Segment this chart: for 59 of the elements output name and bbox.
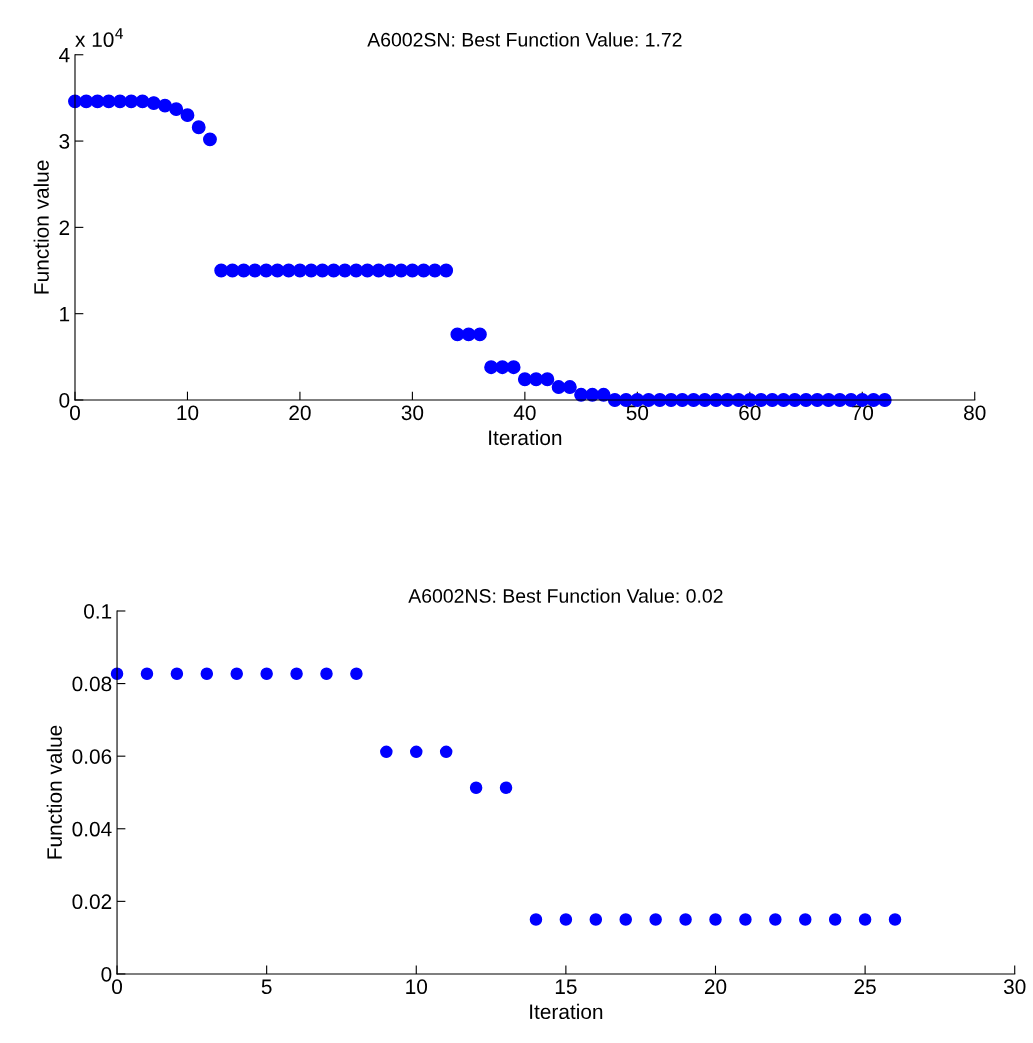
x-tick-label: 10 [406,979,428,995]
x-tick-label: 60 [739,405,761,421]
x-tick-label: 20 [704,979,727,995]
point [260,667,273,681]
point [200,667,214,681]
point [828,913,842,926]
y-tick-label: 0.08 [72,676,112,692]
x-tick-label: 10 [177,405,199,421]
x-tick-label: 50 [626,405,649,421]
x-tick-label: 70 [851,405,874,421]
y-tick-label: 0.02 [72,894,112,910]
point [679,913,692,926]
y-tick-label: 0.04 [72,821,112,837]
point [290,667,303,681]
x-tick-label: 5 [261,979,272,995]
y-tick-label: 0.06 [72,749,112,764]
point [439,745,453,759]
x-tick-label: 20 [289,405,311,421]
x-tick-label: 0 [112,979,123,995]
point [529,913,543,926]
point [769,913,782,926]
point [350,667,363,681]
point [589,913,603,926]
point [499,781,513,795]
x-tick-label: 40 [513,405,536,421]
text: x 10$^{4}$ [75,28,124,48]
point [739,913,752,926]
y-tick-label: 1 [60,306,70,322]
point [888,913,902,926]
y-axis-title: Function value [46,725,62,859]
point [140,667,154,681]
y-tick-label: 0 [59,392,70,408]
point [410,745,423,759]
point [649,913,662,926]
point [858,913,872,926]
point [170,667,184,681]
x-tick-label: 30 [1003,979,1026,995]
x-tick-label: 15 [555,979,577,995]
y-tick-label: 2 [59,220,70,235]
point [320,667,333,681]
y-axis-title: Function value [33,160,49,294]
point [380,745,393,759]
chart-title: A6002NS: Best Function Value: 0.02 [408,588,723,603]
point [799,913,812,926]
point [230,667,243,681]
x-tick-label: 80 [964,405,986,421]
y-tick-label: 4 [59,47,70,63]
point [469,781,483,795]
y-tick-label: 3 [59,134,70,149]
chart-title: A6002SN: Best Function Value: 1.72 [367,32,682,47]
point [559,913,573,926]
x-axis-title: Iteration [530,1003,603,1020]
x-tick-label: 25 [854,979,876,995]
point [709,913,722,926]
y-tick-label: 0 [101,966,112,982]
x-tick-label: 30 [401,405,424,421]
point [619,913,632,926]
y-tick-label: 0.1 [84,603,112,619]
x-axis-title: Iteration [489,429,562,446]
